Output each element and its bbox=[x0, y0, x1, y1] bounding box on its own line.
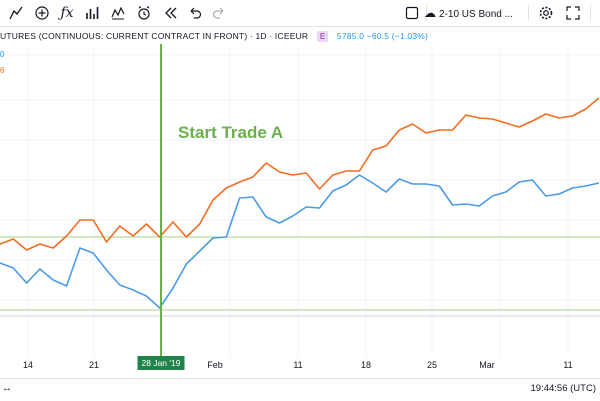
x-axis-label: Feb bbox=[207, 360, 223, 370]
toolbar-separator bbox=[426, 5, 427, 21]
replay-icon[interactable] bbox=[161, 3, 181, 23]
legend-price: 5785.0 −60.5 (−1.03%) bbox=[336, 31, 429, 41]
series-tag-orange: 6 bbox=[0, 66, 5, 75]
x-axis-label: Mar bbox=[479, 360, 495, 370]
templates-icon[interactable] bbox=[108, 3, 128, 23]
x-axis-label: 25 bbox=[426, 360, 438, 370]
series-line-blue bbox=[0, 174, 600, 309]
undo-icon[interactable] bbox=[185, 3, 205, 23]
annotation-start-trade: Start Trade A bbox=[178, 123, 283, 142]
line-tool-icon[interactable] bbox=[6, 3, 26, 23]
checkbox-icon[interactable] bbox=[402, 3, 422, 23]
price-chart[interactable]: Start Trade A bbox=[0, 0, 600, 356]
bar-chart-icon[interactable] bbox=[82, 3, 102, 23]
exchange-badge: E bbox=[316, 31, 329, 42]
redo-icon[interactable] bbox=[209, 3, 229, 23]
settings-gear-icon[interactable] bbox=[536, 3, 556, 23]
compare-symbol-box[interactable]: ☁ 2-10 US Bond ... bbox=[424, 3, 524, 23]
clock-readout: 19:44:56 (UTC) bbox=[530, 383, 596, 394]
crosshair-add-icon[interactable] bbox=[32, 3, 52, 23]
highlighted-date-label: 28 Jan '19 bbox=[137, 356, 185, 370]
fullscreen-icon[interactable] bbox=[563, 3, 583, 23]
alert-clock-icon[interactable] bbox=[134, 3, 154, 23]
toolbar-separator bbox=[590, 5, 591, 21]
series-line-orange bbox=[0, 97, 600, 251]
time-axis[interactable]: 14 21 Feb 11 18 25 Mar 11 bbox=[0, 356, 600, 376]
series-tag-blue: 0 bbox=[0, 50, 5, 59]
x-axis-label: 21 bbox=[88, 360, 100, 370]
scroll-arrows-icon[interactable]: ↔ bbox=[2, 383, 12, 394]
x-axis-label: 14 bbox=[22, 360, 34, 370]
top-toolbar: ƒx ☁ 2-10 US Bond ... bbox=[0, 0, 600, 27]
cloud-icon: ☁ bbox=[424, 6, 436, 20]
compare-label: 2-10 US Bond ... bbox=[439, 9, 513, 20]
x-axis-label: 18 bbox=[360, 360, 372, 370]
fx-indicators-icon[interactable]: ƒx bbox=[60, 5, 74, 21]
toolbar-separator bbox=[528, 5, 529, 21]
chart-legend: UTURES (CONTINUOUS: CURRENT CONTRACT IN … bbox=[0, 28, 428, 44]
bottom-bar: ↔ 19:44:56 (UTC) bbox=[0, 378, 600, 401]
x-axis-label: 11 bbox=[293, 360, 303, 370]
legend-symbol-title: UTURES (CONTINUOUS: CURRENT CONTRACT IN … bbox=[0, 31, 309, 41]
x-axis-label: 11 bbox=[563, 360, 573, 370]
